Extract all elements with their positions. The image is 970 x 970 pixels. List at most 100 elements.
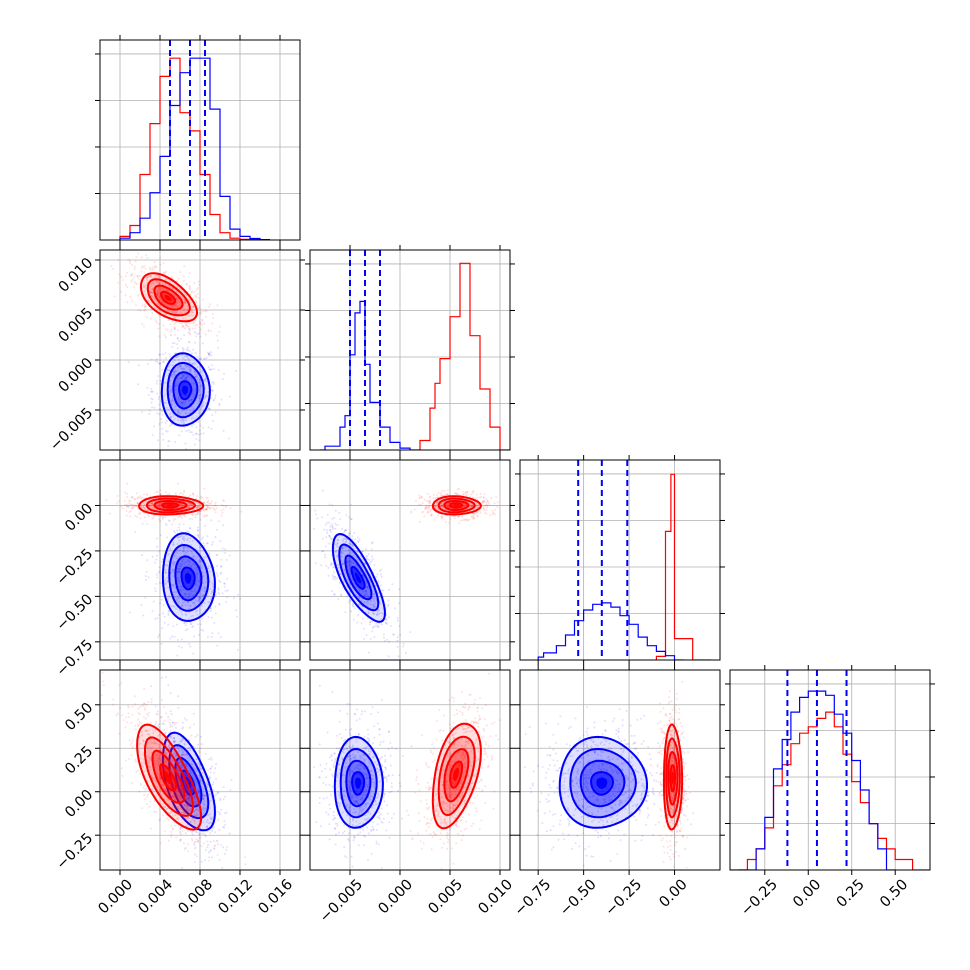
- scatter-point: [314, 562, 317, 565]
- scatter-point: [205, 310, 208, 313]
- scatter-point: [354, 585, 357, 588]
- scatter-point: [145, 276, 148, 278]
- scatter-point: [425, 504, 428, 507]
- scatter-point: [160, 758, 162, 761]
- scatter-point: [380, 568, 383, 571]
- scatter-point: [358, 597, 361, 600]
- scatter-point: [133, 265, 136, 268]
- scatter-point: [180, 430, 183, 433]
- scatter-point: [202, 587, 205, 590]
- scatter-point: [226, 596, 229, 599]
- scatter-point: [193, 282, 196, 285]
- scatter-point: [330, 538, 332, 540]
- scatter-point: [204, 508, 207, 511]
- scatter-point: [151, 503, 154, 505]
- scatter-point: [144, 508, 147, 510]
- scatter-point: [157, 375, 160, 377]
- panel-frame: [309, 249, 511, 451]
- scatter-point: [154, 761, 156, 763]
- scatter-point: [197, 332, 200, 335]
- scatter-point: [369, 603, 372, 606]
- scatter-point: [470, 504, 473, 507]
- scatter-point: [148, 515, 151, 518]
- scatter-point: [158, 581, 161, 584]
- scatter-point: [212, 399, 215, 402]
- scatter-point: [482, 500, 485, 503]
- scatter-point: [164, 516, 167, 519]
- scatter-point: [220, 808, 223, 811]
- scatter-point: [197, 580, 200, 583]
- scatter-point: [120, 505, 123, 508]
- scatter-point: [205, 508, 208, 511]
- scatter-point: [190, 399, 193, 402]
- scatter-point: [223, 795, 226, 798]
- scatter-point: [157, 757, 160, 760]
- scatter-point: [475, 505, 478, 508]
- scatter-point: [135, 504, 138, 507]
- scatter-point: [471, 496, 474, 499]
- scatter-point: [185, 283, 188, 286]
- scatter-point: [338, 511, 341, 514]
- scatter-point: [179, 376, 182, 379]
- scatter-point: [217, 632, 220, 635]
- scatter-point: [176, 623, 178, 626]
- scatter-point: [182, 414, 185, 417]
- scatter-point: [177, 569, 180, 572]
- scatter-point: [205, 542, 208, 545]
- scatter-point: [184, 302, 187, 305]
- scatter-point: [152, 305, 155, 308]
- scatter-point: [204, 508, 207, 511]
- scatter-point: [187, 314, 190, 317]
- scatter-point: [144, 788, 147, 791]
- scatter-point: [170, 386, 173, 389]
- scatter-point: [198, 596, 201, 599]
- scatter-point: [207, 366, 210, 369]
- scatter-point: [189, 590, 192, 593]
- scatter-point: [335, 550, 338, 552]
- scatter-point: [168, 440, 171, 443]
- scatter-point: [209, 799, 212, 802]
- scatter-point: [333, 575, 336, 578]
- scatter-point: [199, 424, 202, 427]
- scatter-point: [475, 493, 478, 496]
- scatter-point: [181, 376, 184, 379]
- scatter-point: [342, 562, 345, 565]
- scatter-point: [126, 271, 128, 274]
- scatter-point: [496, 505, 499, 508]
- scatter-point: [191, 833, 194, 836]
- scatter-point: [133, 286, 136, 288]
- scatter-point: [333, 566, 335, 569]
- scatter-point: [421, 502, 424, 504]
- scatter-point: [426, 492, 429, 495]
- scatter-point: [147, 747, 150, 750]
- scatter-point: [218, 520, 220, 523]
- scatter-point: [168, 365, 171, 368]
- scatter-point: [209, 767, 212, 770]
- scatter-point: [196, 571, 199, 574]
- scatter-point: [158, 362, 161, 365]
- scatter-point: [217, 587, 220, 590]
- scatter-point: [183, 490, 186, 493]
- scatter-point: [158, 723, 161, 726]
- scatter-point: [181, 419, 184, 422]
- scatter-point: [152, 268, 155, 271]
- scatter-point: [194, 388, 197, 390]
- scatter-point: [187, 325, 190, 328]
- scatter-point: [169, 723, 172, 726]
- scatter-point: [185, 366, 188, 369]
- scatter-point: [196, 555, 199, 558]
- scatter-point: [483, 509, 486, 512]
- scatter-point: [188, 399, 191, 402]
- scatter-point: [187, 797, 190, 800]
- scatter-point: [146, 522, 149, 525]
- scatter-point: [344, 529, 347, 532]
- scatter-point: [164, 402, 167, 404]
- scatter-point: [179, 322, 181, 325]
- scatter-point: [173, 591, 176, 594]
- scatter-point: [457, 515, 459, 518]
- scatter-point: [350, 560, 353, 563]
- hist-blue: [738, 690, 896, 870]
- scatter-point: [201, 324, 203, 327]
- scatter-point: [172, 737, 175, 740]
- scatter-point: [410, 510, 413, 513]
